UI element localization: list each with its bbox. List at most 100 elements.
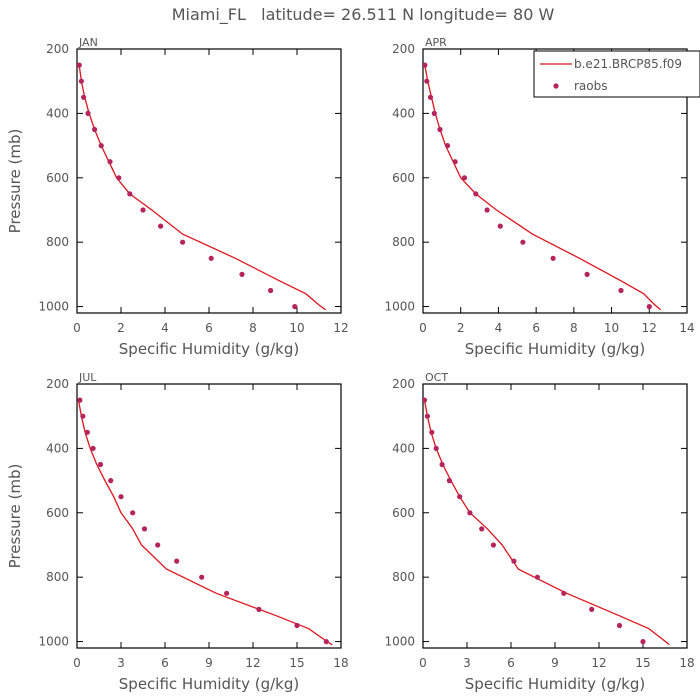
y-tick-label: 600 (46, 506, 69, 520)
plot-frame (76, 48, 342, 314)
obs-point (424, 78, 430, 84)
x-tick-label: 12 (591, 656, 606, 670)
x-tick-label: 8 (249, 321, 257, 335)
obs-point (423, 397, 428, 403)
panel-jan: JAN 0 2 4 6 8 10 12 200 400 600 800 1000 Specific Hum… (6, 36, 349, 358)
x-tick-label: 6 (532, 321, 540, 335)
x-axis-label: Specific Humidity (g/kg) (465, 340, 645, 358)
obs-point (520, 239, 526, 245)
y-tick-label: 600 (392, 506, 415, 520)
x-tick-label: 0 (419, 321, 427, 335)
obs-point (640, 639, 646, 645)
panel-month-label: JAN (78, 36, 98, 49)
plot-frame (422, 383, 688, 649)
x-tick-label: 4 (495, 321, 503, 335)
panel-month-label: JUL (78, 371, 97, 384)
obs-point (618, 287, 624, 294)
obs-point (439, 461, 445, 468)
obs-point (158, 223, 164, 229)
y-tick-label: 400 (46, 106, 69, 120)
obs-point (90, 445, 96, 451)
y-tick-label: 800 (392, 570, 415, 584)
obs-point (616, 622, 623, 629)
x-tick-label: 6 (507, 656, 515, 670)
obs-point (81, 94, 87, 100)
obs-point (467, 510, 473, 516)
obs-point (473, 191, 479, 197)
obs-point (239, 271, 245, 277)
x-tick-label: 3 (463, 656, 471, 670)
obs-point (457, 494, 463, 500)
x-tick-label: 0 (73, 321, 81, 335)
obs-point (561, 590, 567, 596)
legend: b.e21.BRCP85.f09 raobs (533, 50, 700, 98)
y-tick-label: 600 (392, 171, 415, 185)
y-tick-label: 200 (46, 42, 69, 56)
obs-point (140, 207, 146, 213)
obs-point (77, 397, 83, 403)
plot-frame (76, 383, 342, 649)
model-series-line (77, 399, 333, 646)
x-tick-label: 4 (161, 321, 169, 335)
obs-point (423, 62, 428, 68)
x-tick-label: 2 (117, 321, 125, 335)
obs-point (490, 542, 496, 548)
y-tick-label: 800 (46, 570, 69, 584)
obs-point (98, 143, 104, 149)
obs-point (208, 255, 214, 261)
obs-point (155, 542, 161, 548)
obs-point (292, 304, 298, 310)
y-tick-label: 800 (392, 235, 415, 249)
legend-box (533, 50, 700, 98)
obs-point (534, 574, 541, 580)
obs-point (294, 622, 300, 629)
obs-point (444, 143, 451, 149)
y-tick-label: 200 (392, 377, 415, 391)
legend-obs-label: raobs (574, 79, 608, 93)
y-tick-label: 1000 (38, 635, 69, 649)
obs-point (589, 606, 595, 613)
chart-title: Miami_FL latitude= 26.511 N longitude= 8… (172, 5, 555, 25)
obs-point (224, 590, 230, 596)
obs-point (130, 510, 136, 516)
y-tick-label: 1000 (38, 300, 69, 314)
panel-month-label: APR (425, 36, 447, 49)
obs-point (92, 126, 98, 133)
obs-point (77, 62, 82, 68)
panel-oct: OCT 0 3 6 9 12 15 18 200 400 600 800 1000 Specific Hu… (384, 371, 694, 693)
x-axis-label: Specific Humidity (g/kg) (119, 340, 299, 358)
obs-point (141, 526, 148, 532)
x-tick-label: 12 (333, 321, 348, 335)
y-tick-label: 400 (392, 106, 415, 120)
x-tick-label: 15 (635, 656, 650, 670)
obs-point (429, 429, 435, 435)
x-tick-label: 18 (333, 656, 348, 670)
x-tick-label: 8 (570, 321, 578, 335)
x-tick-label: 3 (117, 656, 125, 670)
x-tick-label: 15 (289, 656, 304, 670)
obs-point (323, 639, 329, 645)
panel-apr: APR 0 2 4 6 8 10 12 14 200 400 600 800 1000 Specific H… (384, 36, 700, 358)
legend-obs-swatch (553, 83, 559, 89)
x-tick-label: 6 (161, 656, 169, 670)
panel-month-label: OCT (425, 371, 448, 384)
y-tick-label: 200 (46, 377, 69, 391)
obs-point (446, 478, 452, 484)
model-series-line (78, 65, 326, 311)
obs-point (452, 159, 458, 165)
obs-point (256, 606, 262, 613)
obs-point (550, 255, 556, 261)
obs-point (461, 175, 468, 181)
obs-point (431, 110, 437, 116)
obs-point (116, 175, 122, 181)
y-tick-label: 800 (46, 235, 69, 249)
y-tick-label: 1000 (384, 635, 415, 649)
obs-point (268, 287, 274, 294)
x-tick-label: 0 (73, 656, 81, 670)
y-tick-label: 400 (46, 441, 69, 455)
x-tick-label: 0 (419, 656, 427, 670)
x-tick-label: 10 (604, 321, 619, 335)
x-tick-label: 6 (205, 321, 213, 335)
obs-point (433, 445, 439, 451)
legend-model-label: b.e21.BRCP85.f09 (574, 57, 682, 71)
